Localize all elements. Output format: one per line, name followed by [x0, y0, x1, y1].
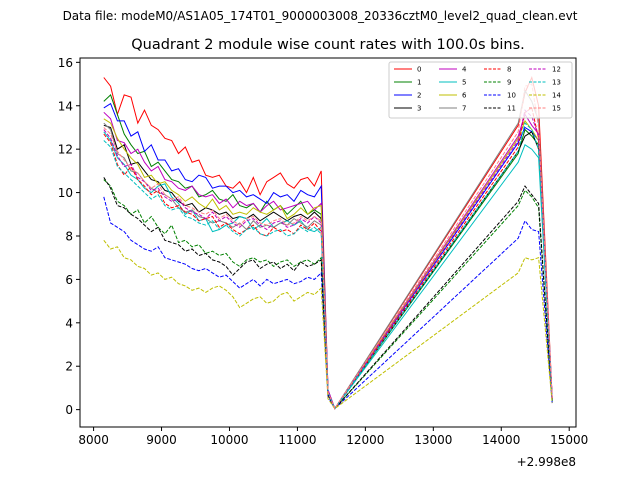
legend-label-7: 7 — [462, 105, 466, 113]
chart-title: Quadrant 2 module wise count rates with … — [131, 37, 525, 53]
plot-area — [103, 75, 553, 410]
y-axis: 0 2 4 6 8 10 12 14 16 — [58, 56, 80, 417]
series-line-11 — [103, 177, 553, 410]
legend-label-4: 4 — [462, 66, 467, 74]
legend-label-2: 2 — [417, 92, 421, 100]
x-offset-label: +2.998e8 — [517, 455, 576, 469]
x-tick-label: 11000 — [278, 433, 316, 447]
legend-label-3: 3 — [417, 105, 421, 113]
legend-label-6: 6 — [462, 92, 467, 100]
x-axis: 8000 9000 10000 11000 12000 13000 14000 15000 — [78, 427, 588, 447]
y-tick-label: 2 — [65, 360, 73, 374]
x-tick-label: 8000 — [78, 433, 109, 447]
x-tick-label: 10000 — [210, 433, 248, 447]
axes-frame — [79, 57, 577, 428]
legend-label-12: 12 — [552, 66, 561, 74]
y-tick-label: 8 — [65, 229, 73, 243]
legend-box — [388, 61, 573, 119]
x-tick-label: 9000 — [146, 433, 177, 447]
legend-label-15: 15 — [552, 105, 561, 113]
x-tick-label: 14000 — [482, 433, 520, 447]
data-file-caption: Data file: modeM0/AS1A05_174T01_90000030… — [63, 9, 578, 23]
x-tick-label: 13000 — [414, 433, 452, 447]
legend-label-11: 11 — [507, 105, 516, 113]
y-tick-label: 0 — [65, 403, 73, 417]
legend-label-5: 5 — [462, 79, 466, 87]
y-tick-label: 10 — [58, 186, 73, 200]
y-tick-label: 16 — [58, 56, 73, 70]
y-tick-label: 14 — [58, 99, 73, 113]
y-tick-label: 6 — [65, 273, 73, 287]
x-tick-label: 15000 — [550, 433, 588, 447]
legend-label-10: 10 — [507, 92, 516, 100]
legend-label-9: 9 — [507, 79, 511, 87]
series-line-14 — [103, 239, 553, 410]
legend-label-14: 14 — [552, 92, 561, 100]
y-tick-label: 12 — [58, 143, 73, 157]
series-line-13 — [103, 122, 553, 410]
y-tick-label: 4 — [65, 316, 73, 330]
x-tick-label: 12000 — [346, 433, 384, 447]
legend-label-8: 8 — [507, 66, 511, 74]
series-line-15 — [103, 83, 553, 410]
legend-label-0: 0 — [417, 66, 421, 74]
legend-label-1: 1 — [417, 79, 421, 87]
legend-label-13: 13 — [552, 79, 561, 87]
